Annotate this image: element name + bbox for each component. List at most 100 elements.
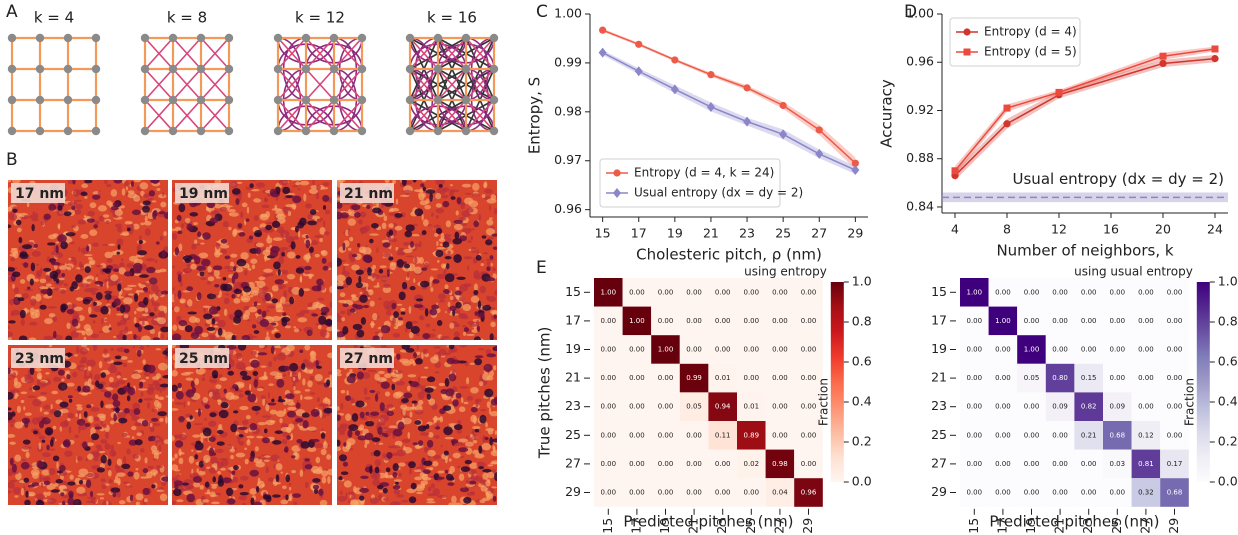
texture-blob xyxy=(47,492,51,496)
texture-blob xyxy=(417,344,419,350)
texture-pore xyxy=(175,247,179,256)
texture-blob xyxy=(309,274,313,279)
texture-pore xyxy=(200,271,205,276)
cell-label: 0.00 xyxy=(715,460,731,468)
texture-pore xyxy=(57,234,67,242)
texture-blob xyxy=(471,247,476,253)
texture-blob xyxy=(68,201,78,205)
texture-blob xyxy=(7,490,12,493)
texture-blob xyxy=(78,246,80,251)
texture-blob xyxy=(492,267,496,271)
texture-blob xyxy=(378,371,385,374)
texture-blob xyxy=(436,203,442,207)
texture-blob xyxy=(438,470,445,473)
texture-blob xyxy=(56,461,58,469)
texture-blob xyxy=(34,309,40,312)
texture-pore xyxy=(121,464,130,469)
texture-pore xyxy=(256,486,259,493)
texture-pore xyxy=(307,330,313,337)
texture-blob xyxy=(181,373,191,376)
texture-blob xyxy=(293,381,295,386)
texture-pore xyxy=(233,266,236,271)
y-tick-label: 21 xyxy=(931,370,947,385)
texture-blob xyxy=(432,461,438,467)
texture-pore xyxy=(19,335,27,341)
texture-blob xyxy=(94,374,100,382)
cell-label: 0.89 xyxy=(744,431,760,439)
texture-blob xyxy=(131,426,136,430)
texture-pore xyxy=(436,477,444,480)
texture-blob xyxy=(136,307,145,311)
texture-blob xyxy=(172,265,175,268)
texture-pore xyxy=(444,450,449,455)
texture-pore xyxy=(437,320,442,326)
texture-blob xyxy=(296,313,304,317)
texture-pore xyxy=(16,220,22,226)
graph xyxy=(406,34,498,135)
graph-node xyxy=(197,96,205,104)
texture-blob xyxy=(98,205,107,211)
cell-label: 0.00 xyxy=(658,460,674,468)
texture-blob xyxy=(255,410,258,416)
texture-blob xyxy=(58,486,67,488)
texture-pore xyxy=(343,442,346,447)
texture-pore xyxy=(299,349,303,353)
texture-pore xyxy=(39,305,46,310)
texture-blob xyxy=(460,284,468,292)
texture-blob xyxy=(147,466,154,469)
texture-pore xyxy=(262,437,270,443)
texture-blob xyxy=(80,283,89,287)
texture-pore xyxy=(31,224,34,231)
texture-pore xyxy=(352,254,358,257)
texture-pore xyxy=(476,255,482,261)
colorbar-tick-label: 0.2 xyxy=(1218,434,1238,449)
texture-pore xyxy=(359,488,369,493)
texture-blob xyxy=(413,278,415,283)
texture-pore xyxy=(284,366,291,371)
texture-pore xyxy=(207,327,215,331)
cell-label: 0.00 xyxy=(601,460,617,468)
texture-pore xyxy=(242,375,252,380)
texture-blob xyxy=(395,226,403,231)
texture-blob xyxy=(481,263,484,266)
texture-blob xyxy=(151,408,157,412)
y-tick-label: 0.96 xyxy=(554,201,582,216)
texture-blob xyxy=(140,345,145,350)
cell-label: 0.00 xyxy=(1024,460,1040,468)
cell-label: 0.00 xyxy=(601,489,617,497)
texture-blob xyxy=(483,435,485,443)
texture-pore xyxy=(384,433,388,437)
texture-pore xyxy=(323,408,333,414)
texture-pore xyxy=(179,320,187,326)
texture-blob xyxy=(329,404,332,406)
texture-blob xyxy=(478,214,481,221)
texture-pore xyxy=(17,297,24,301)
texture-pore xyxy=(186,224,193,231)
texture-blob xyxy=(384,373,391,378)
x-tick-label: 15 xyxy=(966,518,981,534)
texture-pore xyxy=(71,281,78,289)
cell-label: 0.00 xyxy=(1138,374,1154,382)
colorbar-tick-label: 0.6 xyxy=(852,354,872,369)
texture-blob xyxy=(258,276,265,280)
texture-blob xyxy=(276,214,286,219)
graph-node xyxy=(64,127,72,135)
texture-pore xyxy=(391,384,395,391)
texture-blob xyxy=(449,466,455,473)
texture-blob xyxy=(246,415,251,419)
texture-blob xyxy=(180,298,186,303)
texture-blob xyxy=(432,329,435,332)
texture-blob xyxy=(474,454,484,459)
texture-blob xyxy=(321,250,326,254)
texture-blob xyxy=(370,301,375,307)
graph-node xyxy=(169,96,177,104)
texture-pore xyxy=(351,204,360,210)
texture-blob xyxy=(215,449,223,453)
texture-pore xyxy=(237,223,242,229)
texture-pore xyxy=(457,197,462,204)
texture-pore xyxy=(127,471,133,476)
texture-pore xyxy=(485,239,492,245)
cell-label: 0.00 xyxy=(801,317,817,325)
texture-blob xyxy=(434,371,439,373)
texture-pore xyxy=(230,424,237,433)
